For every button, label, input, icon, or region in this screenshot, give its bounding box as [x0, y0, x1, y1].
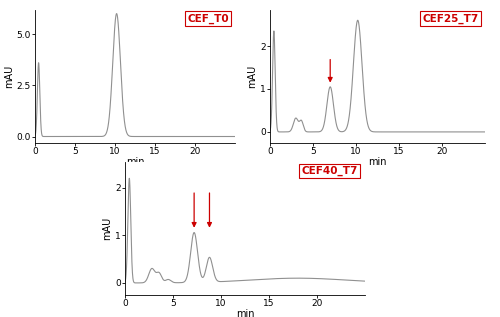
Text: CEF_T0: CEF_T0	[188, 14, 229, 24]
Y-axis label: mAU: mAU	[102, 217, 113, 240]
X-axis label: min: min	[368, 157, 387, 167]
Text: CEF25_T7: CEF25_T7	[422, 14, 478, 24]
Y-axis label: mAU: mAU	[4, 64, 14, 88]
X-axis label: min: min	[236, 309, 255, 317]
Y-axis label: mAU: mAU	[248, 64, 258, 88]
Text: CEF40_T7: CEF40_T7	[302, 166, 358, 176]
X-axis label: min: min	[126, 157, 144, 167]
